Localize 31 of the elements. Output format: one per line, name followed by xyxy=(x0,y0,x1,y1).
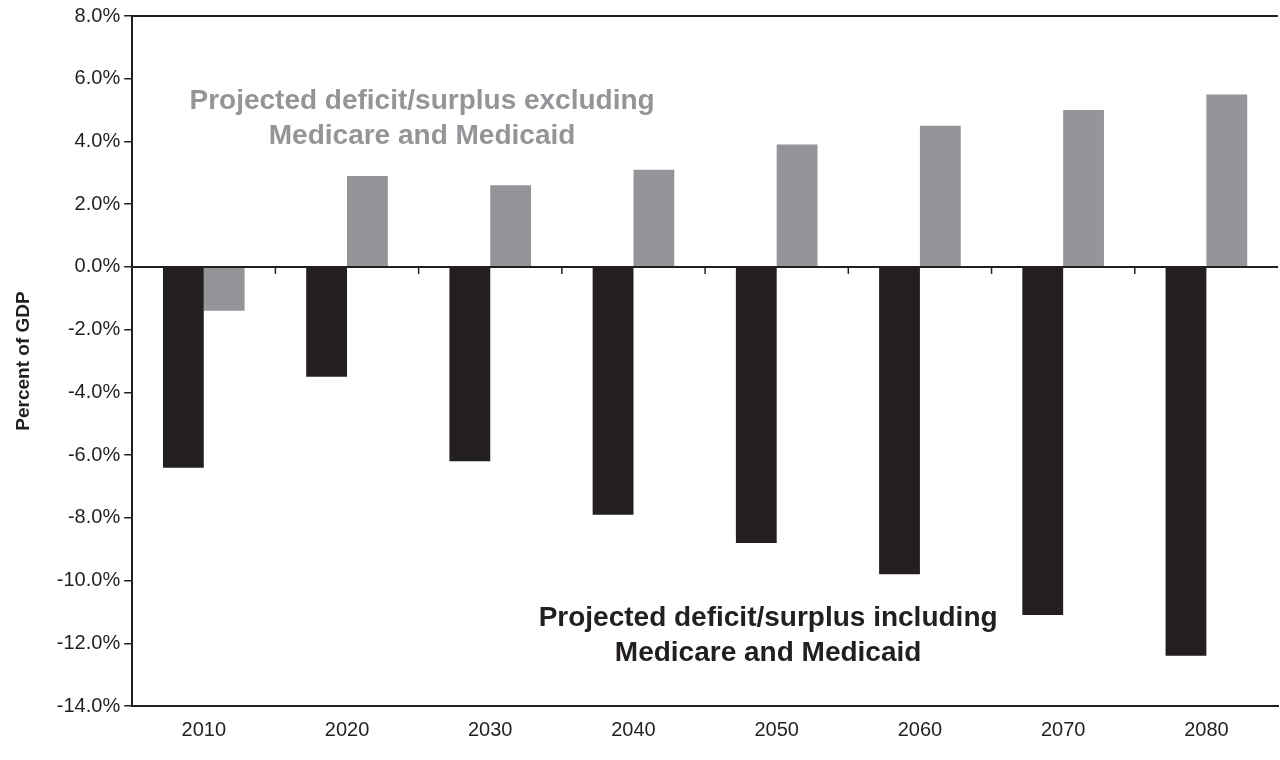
x-tick-label: 2060 xyxy=(897,717,943,740)
bar xyxy=(776,144,818,267)
y-tick-label: -12.0% xyxy=(56,630,121,653)
y-tick-label: -8.0% xyxy=(67,505,121,528)
series-label: Projected deficit/surplus including Medicare and Medicaid xyxy=(538,601,998,668)
y-tick-label: -10.0% xyxy=(56,568,121,591)
y-tick-label: 2.0% xyxy=(74,191,121,214)
x-tick-label: 2080 xyxy=(1184,717,1229,740)
x-tick-label: 2030 xyxy=(467,717,513,740)
bar xyxy=(1206,94,1248,267)
bar xyxy=(633,169,675,267)
y-tick-label: -4.0% xyxy=(67,379,121,402)
y-tick-label: -14.0% xyxy=(56,693,121,716)
bar xyxy=(490,185,532,267)
y-tick-label: 0.0% xyxy=(74,254,121,277)
y-tick-label: 4.0% xyxy=(74,128,121,151)
x-tick-label: 2020 xyxy=(324,717,370,740)
y-tick-label: 6.0% xyxy=(74,66,121,89)
bar xyxy=(919,125,961,267)
bar xyxy=(203,267,245,311)
series-label: Projected deficit/surplus excluding Medicare and Medicaid xyxy=(189,83,655,150)
x-tick-label: 2040 xyxy=(611,717,656,740)
x-tick-label: 2070 xyxy=(1040,717,1086,740)
bar xyxy=(347,175,388,267)
bar xyxy=(1063,110,1104,267)
x-tick-label: 2050 xyxy=(754,717,799,740)
y-tick-label: -2.0% xyxy=(67,317,121,340)
y-axis-title: Percent of GDP xyxy=(11,291,33,431)
x-tick-label: 2010 xyxy=(181,717,227,740)
y-tick-label: -6.0% xyxy=(67,442,121,465)
y-tick-label: 8.0% xyxy=(74,3,121,26)
